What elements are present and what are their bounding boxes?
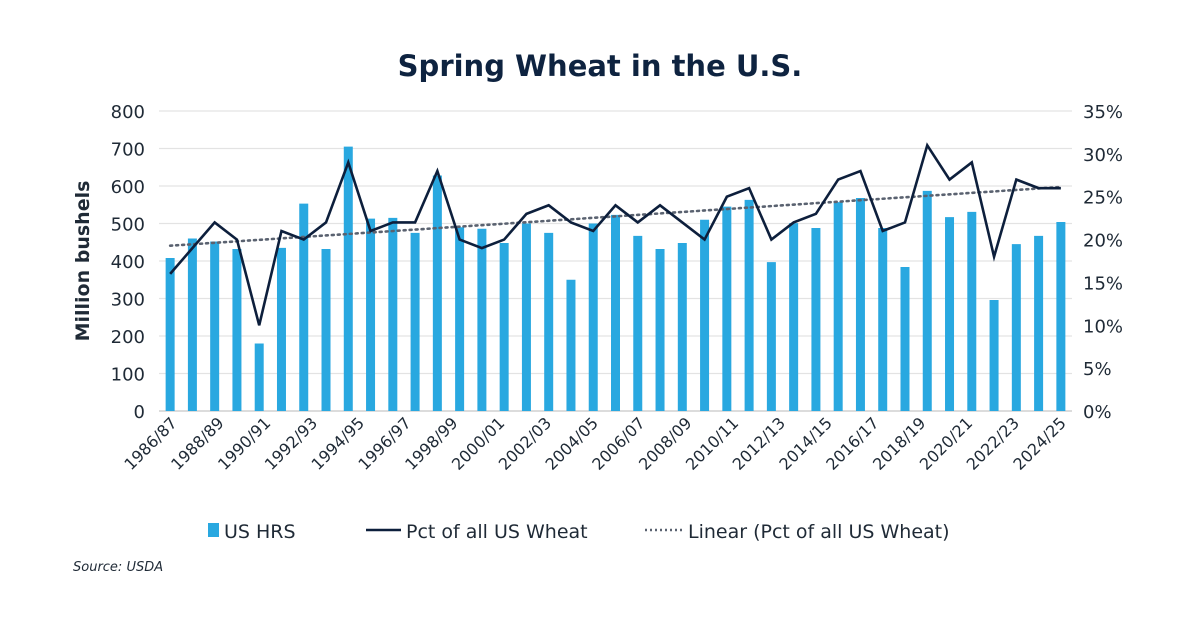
y-tick-label: 600 — [111, 177, 145, 198]
bar — [366, 218, 376, 411]
bar — [1011, 244, 1021, 411]
legend-swatch-bar — [208, 523, 219, 537]
legend-label-line: Pct of all US Wheat — [406, 521, 588, 543]
bar — [254, 343, 264, 411]
bar — [588, 223, 598, 411]
bar — [499, 243, 509, 411]
bar — [945, 217, 955, 411]
bar — [299, 203, 309, 411]
y2-tick-label: 35% — [1083, 102, 1123, 123]
y-tick-label: 700 — [111, 140, 145, 161]
bar — [544, 232, 554, 411]
bar — [922, 190, 932, 411]
bar — [700, 219, 710, 411]
y-tick-label: 800 — [111, 102, 145, 123]
bar — [900, 267, 910, 411]
line-series — [169, 142, 1061, 326]
bar — [321, 249, 331, 411]
chart-title: Spring Wheat in the U.S. — [398, 49, 803, 83]
y2-tick-label: 0% — [1083, 402, 1112, 423]
bar — [232, 249, 242, 411]
bar — [432, 175, 442, 411]
x-axis: 1986/871988/891990/911992/931994/951996/… — [120, 413, 1069, 473]
bar — [811, 228, 821, 411]
bar — [967, 211, 977, 411]
bar — [566, 279, 576, 411]
bar — [655, 249, 665, 411]
y2-tick-label: 20% — [1083, 231, 1123, 252]
y-tick-label: 500 — [111, 215, 145, 236]
y-axis-left: 0 100 200 300 400 500 600 700 800 — [111, 102, 145, 423]
bar — [187, 238, 197, 411]
pct-line — [169, 142, 1061, 326]
y-axis-right: 0% 5% 10% 15% 20% 25% 30% 35% — [1083, 102, 1123, 423]
y-tick-label: 300 — [111, 290, 145, 311]
y-tick-label: 100 — [111, 365, 145, 386]
bar — [343, 146, 353, 411]
bar — [388, 217, 398, 411]
bar — [210, 241, 220, 411]
bar — [165, 258, 175, 411]
bar — [1056, 222, 1066, 411]
y2-tick-label: 5% — [1083, 359, 1112, 380]
legend: US HRS Pct of all US Wheat Linear (Pct o… — [208, 521, 950, 543]
y2-tick-label: 25% — [1083, 188, 1123, 209]
y2-tick-label: 10% — [1083, 316, 1123, 337]
bar — [633, 235, 643, 411]
bar — [833, 202, 843, 411]
source-note: Source: USDA — [73, 560, 163, 575]
bar-series — [165, 146, 1066, 411]
y-tick-label: 400 — [111, 252, 145, 273]
bar — [744, 199, 754, 411]
y-tick-label: 200 — [111, 327, 145, 348]
bar — [677, 243, 687, 411]
y-tick-label: 0 — [134, 402, 145, 423]
y2-tick-label: 30% — [1083, 145, 1123, 166]
legend-label-bar: US HRS — [224, 521, 296, 543]
bar — [855, 198, 865, 411]
bar — [611, 214, 620, 411]
bar — [455, 227, 465, 411]
y2-tick-label: 15% — [1083, 273, 1123, 294]
bar — [766, 262, 776, 411]
bar — [410, 232, 420, 411]
bar — [477, 228, 487, 411]
bar — [1034, 235, 1044, 411]
bar — [789, 223, 799, 411]
y-axis-label: Million bushels — [72, 181, 94, 342]
bar — [878, 228, 888, 411]
legend-label-trend: Linear (Pct of all US Wheat) — [688, 521, 950, 543]
bar — [722, 206, 732, 411]
bar — [276, 247, 286, 411]
bar — [521, 223, 531, 411]
bar — [989, 300, 999, 411]
